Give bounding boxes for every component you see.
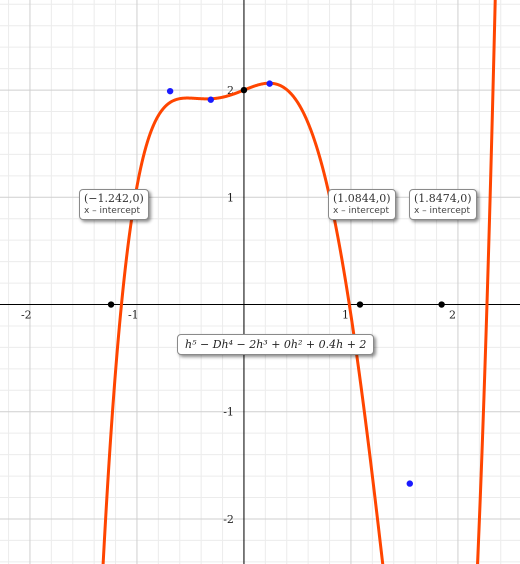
y-intercept-point (240, 86, 248, 94)
x-tick-label: 2 (449, 309, 456, 322)
x-intercept-callout[interactable]: (1.8474,0) x – intercept (409, 189, 477, 220)
extremum-point (207, 96, 214, 103)
intercept-label: x – intercept (414, 206, 471, 216)
intercept-coordinate: (1.0844,0) (333, 192, 391, 205)
extremum-point (406, 480, 413, 487)
x-tick-label: 1 (342, 309, 349, 322)
points-layer (107, 80, 445, 487)
y-tick-label: 1 (227, 191, 234, 204)
intercept-label: x – intercept (333, 206, 390, 216)
expression-label[interactable]: h⁵ − Dh⁴ − 2h³ + 0h² + 0.4h + 2 (177, 334, 375, 355)
intercept-coordinate: (−1.242,0) (84, 192, 144, 205)
x-intercept-callout[interactable]: (1.0844,0) x – intercept (328, 189, 396, 220)
x-tick-label: -1 (128, 309, 139, 322)
intercept-coordinate: (1.8474,0) (414, 192, 472, 205)
extremum-point (166, 87, 174, 95)
y-tick-label: -1 (223, 406, 234, 419)
x-intercept-callout[interactable]: (−1.242,0) x – intercept (79, 189, 149, 220)
x-intercept-point (107, 301, 115, 308)
x-intercept-point (356, 301, 364, 308)
tick-labels: -2 -1 1 2 2 1 -1 -2 (21, 84, 456, 526)
y-tick-label: -2 (223, 513, 234, 526)
x-intercept-point (438, 301, 445, 308)
extremum-point (266, 80, 273, 87)
intercept-label: x – intercept (84, 206, 141, 216)
x-tick-label: -2 (21, 309, 32, 322)
y-tick-label: 2 (227, 84, 234, 97)
